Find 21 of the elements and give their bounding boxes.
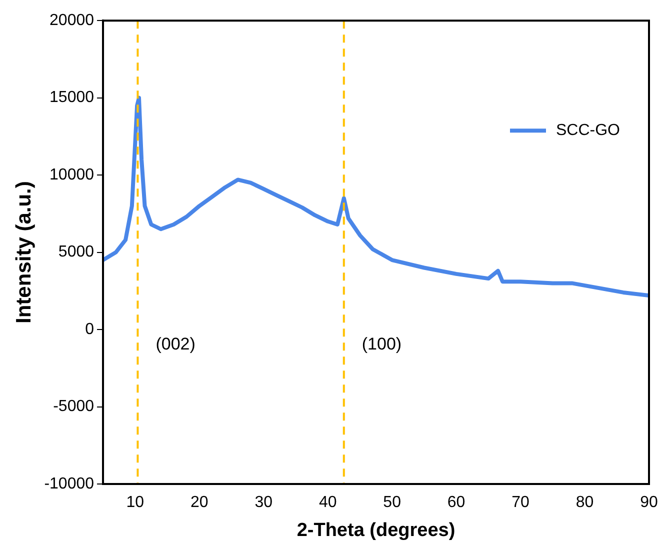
annotation: (002) [156,334,196,354]
y-tick-label: 15000 [50,89,94,106]
x-axis-title: 2-Theta (degrees) [296,520,456,541]
y-tick-label: 5000 [58,244,94,261]
x-tick-label: 10 [126,494,144,512]
y-tick-label: 20000 [50,12,94,30]
x-tick-label: 20 [190,494,208,512]
x-tick-label: 80 [576,494,594,512]
x-tick-label: 30 [254,494,273,512]
x-tick-label: 60 [447,494,466,512]
y-tick-label: -10000 [44,475,94,492]
x-tick-label: 90 [640,494,658,512]
y-axis-title: Intensity (a.u.) [12,181,36,324]
y-tick-label: 10000 [50,166,94,184]
y-tick-label: -5000 [53,398,94,416]
x-tick-label: 40 [318,494,337,512]
x-tick-label: 50 [383,494,402,512]
y-tick-label: 0 [85,320,94,338]
legend-label: SCC-GO [556,122,620,140]
x-tick-label: 70 [512,494,530,512]
annotation: (100) [362,334,402,354]
